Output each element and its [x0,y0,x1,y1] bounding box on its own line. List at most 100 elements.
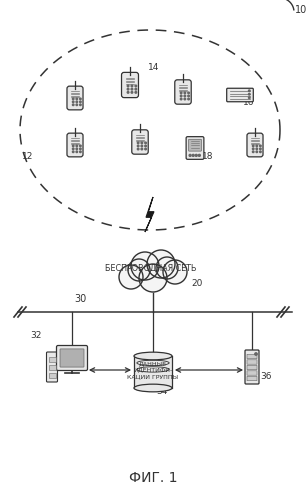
Circle shape [256,151,258,152]
Circle shape [184,92,186,94]
Circle shape [255,353,257,355]
Circle shape [131,92,133,93]
Ellipse shape [134,352,172,360]
Circle shape [80,104,81,106]
Circle shape [80,145,81,146]
FancyBboxPatch shape [227,88,253,102]
Circle shape [80,148,81,150]
FancyBboxPatch shape [122,72,138,98]
Text: 20: 20 [191,280,202,288]
Text: ФИГ. 1: ФИГ. 1 [129,471,177,485]
Circle shape [141,142,143,144]
Circle shape [135,88,137,90]
Text: БЕСПРОВОДНАЯ СЕТЬ: БЕСПРОВОДНАЯ СЕТЬ [105,264,197,272]
Circle shape [80,98,81,100]
Ellipse shape [134,384,172,392]
Text: 32: 32 [30,330,41,340]
Circle shape [184,98,186,100]
Circle shape [256,145,258,146]
Circle shape [192,154,194,156]
Text: 16: 16 [243,98,255,107]
Text: 36: 36 [260,372,271,381]
Circle shape [76,145,78,146]
FancyBboxPatch shape [245,350,259,384]
Text: 14: 14 [148,63,159,72]
Circle shape [252,151,254,152]
FancyBboxPatch shape [247,354,257,358]
Circle shape [72,151,74,152]
FancyBboxPatch shape [247,371,257,375]
FancyBboxPatch shape [67,86,83,110]
Circle shape [135,92,137,93]
Circle shape [76,104,78,106]
Circle shape [72,145,74,146]
Circle shape [188,98,189,100]
Circle shape [188,95,189,97]
Circle shape [180,95,182,97]
Text: ДАННЫЕ
ИДЕНТИФИ-
КАЦИИ ГРУППЫ: ДАННЫЕ ИДЕНТИФИ- КАЦИИ ГРУППЫ [127,362,179,378]
FancyBboxPatch shape [46,352,57,382]
Circle shape [131,88,133,90]
Circle shape [135,85,137,86]
Circle shape [137,145,139,147]
Circle shape [248,97,250,98]
FancyBboxPatch shape [175,80,191,104]
Circle shape [189,154,191,156]
Text: 10: 10 [295,5,307,15]
FancyBboxPatch shape [247,366,257,370]
Circle shape [145,148,146,150]
Circle shape [184,95,186,97]
Polygon shape [145,197,154,232]
Circle shape [72,148,74,150]
Circle shape [76,148,78,150]
Circle shape [188,92,189,94]
FancyBboxPatch shape [247,360,257,364]
Circle shape [76,101,78,102]
Circle shape [127,92,129,93]
Circle shape [72,104,74,106]
Circle shape [252,145,254,146]
Circle shape [248,94,250,95]
Circle shape [131,252,159,280]
Circle shape [137,142,139,144]
Circle shape [127,88,129,90]
Circle shape [195,154,197,156]
Text: 18: 18 [202,152,213,161]
Circle shape [76,98,78,100]
Circle shape [260,151,261,152]
FancyBboxPatch shape [49,373,56,378]
Circle shape [156,257,178,279]
Circle shape [80,151,81,152]
FancyBboxPatch shape [188,140,201,151]
Circle shape [72,101,74,102]
Circle shape [180,98,182,100]
FancyBboxPatch shape [247,376,257,380]
Circle shape [141,148,143,150]
Circle shape [147,250,175,278]
Circle shape [180,92,182,94]
Text: 34: 34 [156,387,167,396]
FancyBboxPatch shape [49,357,56,362]
FancyBboxPatch shape [56,346,87,370]
Circle shape [260,145,261,146]
FancyBboxPatch shape [60,349,84,367]
Circle shape [260,148,261,150]
Circle shape [252,148,254,150]
Circle shape [137,148,139,150]
Circle shape [76,151,78,152]
Circle shape [119,265,143,289]
FancyBboxPatch shape [67,133,83,157]
Circle shape [145,142,146,144]
Circle shape [141,145,143,147]
Text: 30: 30 [74,294,86,304]
Circle shape [256,148,258,150]
Circle shape [248,90,250,92]
Circle shape [72,98,74,100]
FancyBboxPatch shape [186,136,204,160]
Bar [134,356,172,388]
Circle shape [131,85,133,86]
Circle shape [127,85,129,86]
FancyBboxPatch shape [132,130,148,154]
Circle shape [145,145,146,147]
Circle shape [198,154,200,156]
